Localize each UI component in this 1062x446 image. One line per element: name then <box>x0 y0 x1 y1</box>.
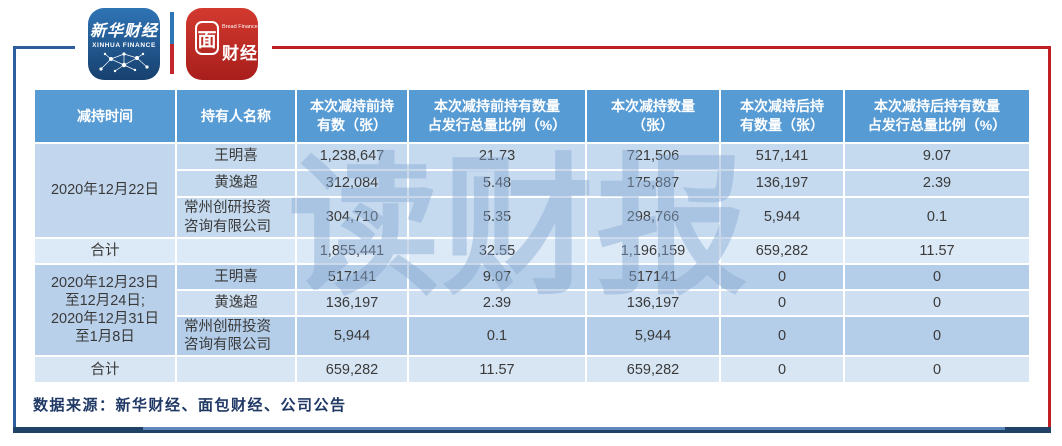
before-cell: 304,710 <box>297 198 407 237</box>
subtotal-row: 合计 659,282 11.57 659,282 0 0 <box>35 357 1029 383</box>
xinhua-logo-en-text: XINHUA FINANCE <box>92 42 156 49</box>
subtotal-row: 合计 1,855,441 32.55 1,196,159 659,282 11.… <box>35 239 1029 263</box>
after-pct-cell: 0 <box>845 265 1029 289</box>
table-row: 2020年12月23日 至12月24日; 2020年12月31日 至1月8日 王… <box>35 265 1029 356</box>
table-row: 黄逸超 312,084 5.48 175,887 136,197 2.39 <box>35 171 1029 196</box>
col-header-after-pct: 本次减持后持有数量 占发行总量比例（%） <box>845 90 1029 142</box>
frame-red-right-line <box>1048 46 1051 427</box>
after-cell: 0 <box>721 357 843 383</box>
before-pct-cell: 0.1 <box>409 317 585 356</box>
before-cell: 136,197 <box>297 291 407 315</box>
table-row: 常州创研投资 咨询有限公司 5,944 0.1 5,944 0 0 <box>35 317 1029 356</box>
total-label-cell: 合计 <box>35 357 175 383</box>
after-cell: 517,141 <box>721 144 843 169</box>
before-pct-cell: 5.48 <box>409 171 585 196</box>
after-cell: 136,197 <box>721 171 843 196</box>
reduced-cell: 659,282 <box>587 357 719 383</box>
bread-logo-cn-text: 财经 <box>222 44 258 63</box>
before-cell: 312,084 <box>297 171 407 196</box>
holder-cell: 黄逸超 <box>177 291 295 315</box>
holder-cell: 王明喜 <box>177 144 295 169</box>
before-pct-cell: 32.55 <box>409 239 585 263</box>
before-cell: 517141 <box>297 265 407 289</box>
reduced-cell: 5,944 <box>587 317 719 356</box>
before-cell: 1,238,647 <box>297 144 407 169</box>
holder-cell-empty <box>177 357 295 383</box>
reduced-cell: 1,196,159 <box>587 239 719 263</box>
before-cell: 1,855,441 <box>297 239 407 263</box>
col-header-after: 本次减持后持 有数量（张） <box>721 90 843 142</box>
bottom-rule <box>13 427 1051 433</box>
holder-cell: 黄逸超 <box>177 171 295 196</box>
before-pct-cell: 9.07 <box>409 265 585 289</box>
frame-blue-top-line <box>13 46 75 49</box>
after-pct-cell: 2.39 <box>845 171 1029 196</box>
after-cell: 0 <box>721 317 843 356</box>
before-pct-cell: 5.35 <box>409 198 585 237</box>
holdings-reduction-table: 减持时间 持有人名称 本次减持前持 有数（张） 本次减持前持有数量 占发行总量比… <box>33 88 1031 384</box>
before-cell: 5,944 <box>297 317 407 356</box>
bread-logo-en-text: Bread Finance <box>222 24 258 30</box>
after-cell: 0 <box>721 291 843 315</box>
col-header-reduced: 本次减持数量 （张） <box>587 90 719 142</box>
data-source-note: 数据来源：新华财经、面包财经、公司公告 <box>33 398 347 414</box>
table-row: 黄逸超 136,197 2.39 136,197 0 0 <box>35 291 1029 315</box>
total-label-cell: 合计 <box>35 239 175 263</box>
col-header-before: 本次减持前持 有数（张） <box>297 90 407 142</box>
reduced-cell: 721,506 <box>587 144 719 169</box>
col-header-period: 减持时间 <box>35 90 175 142</box>
holder-cell: 常州创研投资 咨询有限公司 <box>177 317 295 356</box>
before-pct-cell: 21.73 <box>409 144 585 169</box>
holder-cell: 王明喜 <box>177 265 295 289</box>
after-pct-cell: 0.1 <box>845 198 1029 237</box>
col-header-holder: 持有人名称 <box>177 90 295 142</box>
bottom-rule-right-segment <box>1005 427 1051 433</box>
network-pattern-icon <box>99 52 149 73</box>
after-cell: 659,282 <box>721 239 843 263</box>
frame-blue-left-line <box>13 46 16 427</box>
table-row: 2020年12月22日 王明喜 1,238,647 21.73 721,506 … <box>35 144 1029 237</box>
header-row: 减持时间 持有人名称 本次减持前持 有数（张） 本次减持前持有数量 占发行总量比… <box>35 90 1029 142</box>
logo-divider <box>170 12 174 74</box>
col-header-before-pct: 本次减持前持有数量 占发行总量比例（%） <box>409 90 585 142</box>
holder-cell: 常州创研投资 咨询有限公司 <box>177 198 295 237</box>
reduced-cell: 175,887 <box>587 171 719 196</box>
xinhua-finance-logo: 新华财经 XINHUA FINANCE <box>88 8 160 80</box>
frame-red-top-line <box>272 46 1051 49</box>
after-cell: 5,944 <box>721 198 843 237</box>
after-pct-cell: 11.57 <box>845 239 1029 263</box>
bread-finance-logo: 面 Bread Finance 财经 <box>186 8 258 80</box>
after-pct-cell: 0 <box>845 357 1029 383</box>
bottom-rule-middle-segment <box>143 427 1005 433</box>
before-cell: 659,282 <box>297 357 407 383</box>
before-pct-cell: 11.57 <box>409 357 585 383</box>
reduced-cell: 298,766 <box>587 198 719 237</box>
xinhua-logo-cn-text: 新华财经 <box>89 21 158 40</box>
bottom-rule-left-segment <box>13 427 143 433</box>
after-cell: 0 <box>721 265 843 289</box>
after-pct-cell: 0 <box>845 317 1029 356</box>
reduced-cell: 136,197 <box>587 291 719 315</box>
reduced-cell: 517141 <box>587 265 719 289</box>
after-pct-cell: 0 <box>845 291 1029 315</box>
period-cell: 2020年12月23日 至12月24日; 2020年12月31日 至1月8日 <box>35 265 175 356</box>
bread-logo-boxed-char: 面 <box>195 21 219 55</box>
period-cell: 2020年12月22日 <box>35 144 175 237</box>
after-pct-cell: 9.07 <box>845 144 1029 169</box>
before-pct-cell: 2.39 <box>409 291 585 315</box>
table-row: 常州创研投资 咨询有限公司 304,710 5.35 298,766 5,944… <box>35 198 1029 237</box>
holder-cell-empty <box>177 239 295 263</box>
